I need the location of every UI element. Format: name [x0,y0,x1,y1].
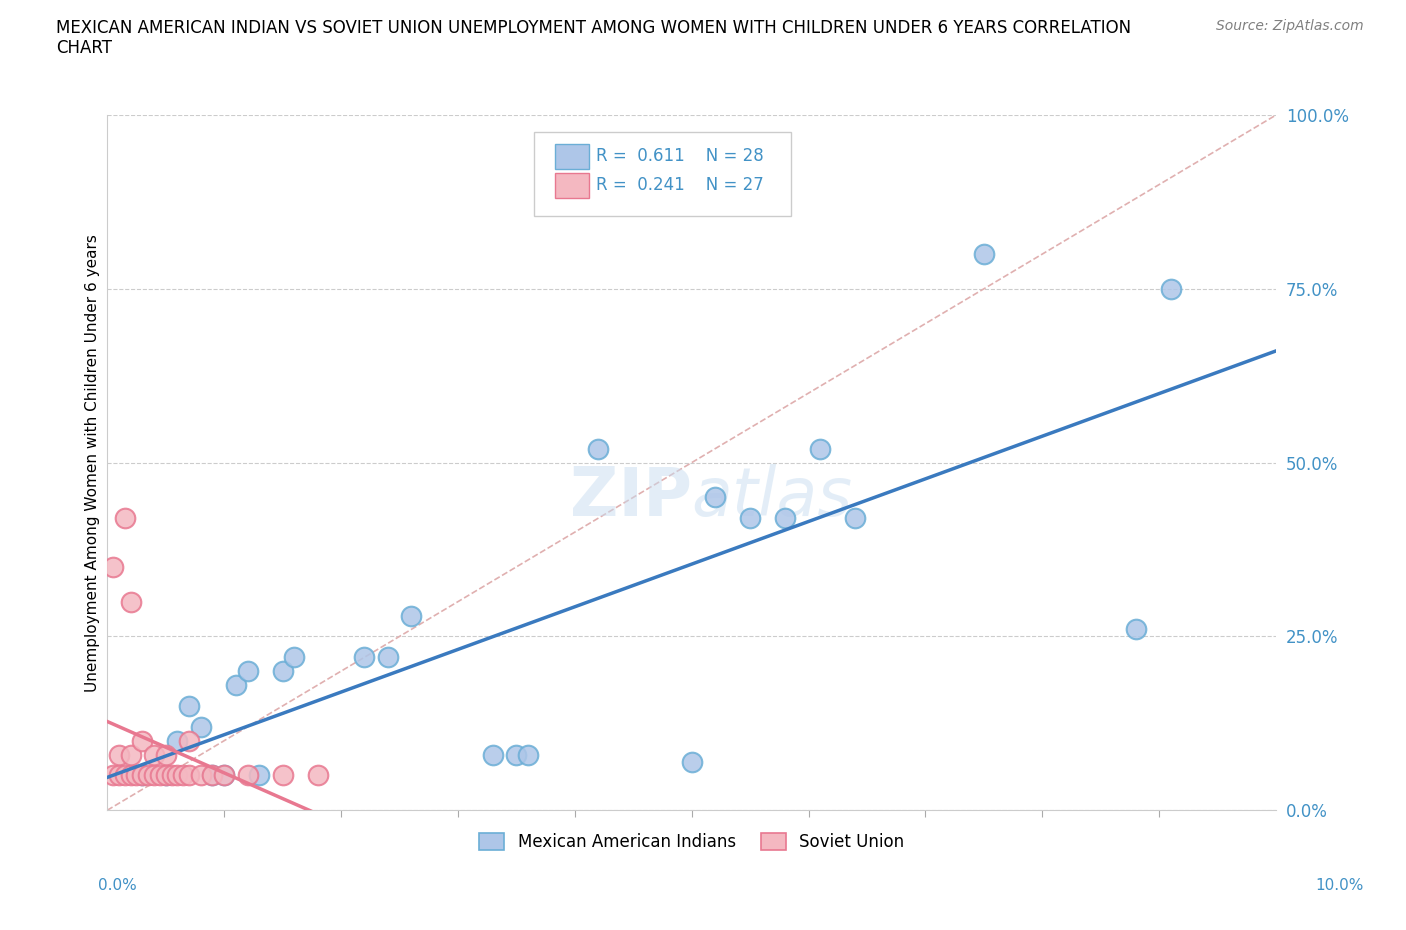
Point [114,511,136,525]
Point [973,246,995,261]
Point [108,747,131,762]
Point [212,768,235,783]
Point [120,768,142,783]
Point [166,768,188,783]
Point [307,768,329,783]
Point [1125,622,1147,637]
FancyBboxPatch shape [555,143,589,168]
Point [177,733,200,748]
FancyBboxPatch shape [555,173,589,198]
Point [155,747,177,762]
Point [271,664,294,679]
Text: 0.0%: 0.0% [98,878,138,893]
Text: ZIP: ZIP [569,464,692,530]
Point [136,768,159,783]
Point [143,768,166,783]
Point [108,768,131,783]
Point [377,650,399,665]
Point [190,768,212,783]
Point [517,747,540,762]
Point [201,768,224,783]
Point [172,768,194,783]
Point [120,594,142,609]
Text: R =  0.611    N = 28: R = 0.611 N = 28 [596,147,763,165]
Point [844,511,866,525]
Point [120,747,142,762]
Point [808,441,831,456]
Point [131,768,153,783]
Point [149,768,172,783]
Legend: Mexican American Indians, Soviet Union: Mexican American Indians, Soviet Union [472,826,911,857]
Point [177,768,200,783]
FancyBboxPatch shape [534,132,792,216]
Text: Source: ZipAtlas.com: Source: ZipAtlas.com [1216,19,1364,33]
Point [101,768,124,783]
Point [160,768,183,783]
Point [271,768,294,783]
Point [114,768,136,783]
Point [236,768,259,783]
Point [225,678,247,693]
Point [283,650,305,665]
Point [131,733,153,748]
Point [740,511,762,525]
Point [201,768,224,783]
Point [1160,282,1182,297]
Y-axis label: Unemployment Among Women with Children Under 6 years: Unemployment Among Women with Children U… [86,233,100,692]
Point [190,720,212,735]
Point [773,511,796,525]
Point [166,733,188,748]
Point [482,747,505,762]
Point [101,560,124,575]
Point [586,441,609,456]
Point [399,608,422,623]
Point [505,747,527,762]
Point [236,664,259,679]
Text: R =  0.241    N = 27: R = 0.241 N = 27 [596,176,763,194]
Point [177,698,200,713]
Point [247,768,270,783]
Point [155,768,177,783]
Point [704,490,727,505]
Point [353,650,375,665]
Point [131,768,153,783]
Point [125,768,148,783]
Point [143,747,166,762]
Point [155,768,177,783]
Point [212,768,235,783]
Text: 10.0%: 10.0% [1316,878,1364,893]
Text: MEXICAN AMERICAN INDIAN VS SOVIET UNION UNEMPLOYMENT AMONG WOMEN WITH CHILDREN U: MEXICAN AMERICAN INDIAN VS SOVIET UNION … [56,19,1132,58]
Point [681,754,703,769]
Text: atlas: atlas [692,464,853,530]
